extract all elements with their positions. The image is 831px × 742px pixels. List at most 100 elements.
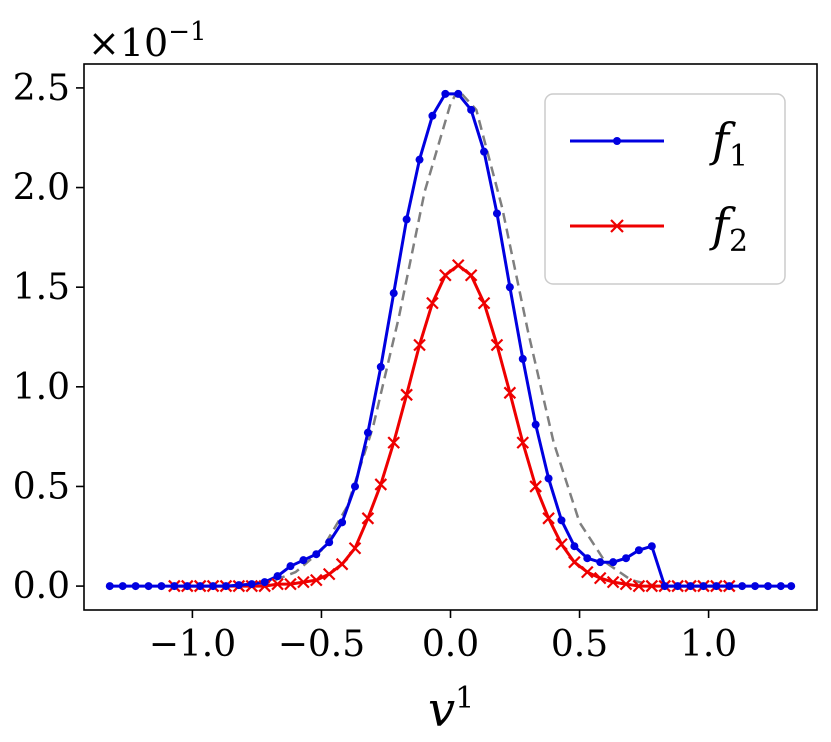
- series-0-point: [363, 428, 372, 437]
- series-0-point: [467, 105, 476, 114]
- series-0-point: [441, 89, 450, 98]
- series-0-point: [428, 111, 437, 120]
- x-tick-label: −0.5: [278, 624, 365, 665]
- series-1-point: [374, 478, 388, 491]
- series-0-point: [480, 147, 489, 156]
- series-0-point: [389, 289, 398, 298]
- series-1-point: [477, 296, 491, 310]
- series-1-point: [348, 541, 362, 555]
- series-1-point: [361, 512, 375, 525]
- series-1-point: [581, 565, 594, 579]
- series-1-point: [490, 338, 504, 352]
- x-tick-label: −1.0: [149, 624, 236, 665]
- series-1-point: [284, 577, 297, 591]
- series-1-point: [516, 436, 530, 449]
- series-0-point: [157, 582, 166, 591]
- series-0-point: [118, 582, 127, 591]
- series-0-point: [286, 562, 295, 571]
- x-axis-label-sup: 1: [455, 681, 474, 716]
- series-1-point: [426, 296, 439, 310]
- series-0-point: [144, 582, 153, 591]
- series-1-point: [593, 571, 607, 585]
- series-0-point: [634, 546, 643, 555]
- series-0-point: [454, 89, 463, 98]
- series-1-point: [335, 557, 349, 571]
- y-tick-label: 1.0: [13, 367, 70, 408]
- scale-factor-exponent: −1: [168, 17, 206, 47]
- series-0-point: [247, 580, 256, 589]
- x-axis: −1.0 −0.5 0.0 0.5 1.0: [149, 610, 737, 665]
- series-0-point: [209, 582, 218, 591]
- series-0-point: [312, 550, 321, 559]
- marker-layer: [105, 89, 796, 593]
- series-0-point: [751, 582, 760, 591]
- series-0-point: [622, 554, 631, 563]
- legend: f1 f2: [544, 93, 786, 285]
- x-tick-label: 1.0: [680, 624, 737, 665]
- series-0-point: [686, 582, 695, 591]
- series-0-point: [505, 283, 514, 292]
- series-0-point: [531, 420, 540, 429]
- series-1-point: [503, 386, 517, 400]
- series-0-point: [570, 542, 579, 551]
- series-0-point: [402, 215, 411, 224]
- x-tick-label: 0.5: [551, 624, 608, 665]
- series-0-point: [299, 556, 308, 565]
- series-0-point: [492, 209, 501, 218]
- series-0-point: [673, 582, 682, 591]
- legend-label-f2: f2: [709, 198, 748, 259]
- legend-box: [544, 93, 786, 285]
- series-1-point: [542, 512, 555, 525]
- y-tick-label: 2.5: [13, 68, 70, 109]
- series-0-point: [518, 354, 527, 363]
- legend-marker-f1: [613, 137, 621, 145]
- series-1-point: [606, 575, 620, 589]
- series-0-point: [170, 582, 179, 591]
- series-1-point: [632, 579, 646, 593]
- series-0-point: [415, 155, 424, 164]
- series-0-point: [105, 582, 114, 591]
- series-0-point: [183, 582, 192, 591]
- series-0-point: [725, 582, 734, 591]
- series-0-point: [787, 582, 796, 591]
- series-1-point: [400, 388, 413, 402]
- series-0-point: [376, 362, 385, 371]
- series-0-point: [351, 482, 360, 491]
- series-1-point: [568, 555, 581, 569]
- series-1-point: [322, 567, 336, 581]
- legend-marker-f2: [610, 219, 624, 233]
- series-0-point: [325, 538, 334, 547]
- scale-factor-base: ×10: [88, 21, 168, 65]
- series-1-point: [451, 258, 465, 272]
- series-0-point: [338, 518, 347, 527]
- y-tick-label: 0.0: [13, 566, 70, 607]
- series-0-point: [196, 582, 205, 591]
- y-tick-label: 2.0: [13, 168, 70, 209]
- series-1-point: [297, 575, 310, 589]
- y-tick-label: 0.5: [13, 466, 70, 507]
- series-0-point: [557, 516, 566, 525]
- series-1-point: [271, 577, 284, 591]
- series-1-point: [310, 573, 323, 587]
- series-1-point: [387, 436, 400, 449]
- series-0-point: [699, 582, 708, 591]
- series-0-point: [596, 558, 605, 567]
- series-0-point: [647, 542, 656, 551]
- series-1-point: [529, 480, 542, 493]
- series-1-point: [619, 577, 633, 591]
- series-line-1: [174, 263, 730, 588]
- series-1-point: [413, 338, 426, 352]
- series-0-point: [273, 572, 282, 581]
- series-0-point: [131, 582, 140, 591]
- series-1-point: [645, 579, 659, 593]
- series-0-point: [583, 554, 592, 563]
- y-axis: 0.0 0.5 1.0 1.5 2.0 2.5: [13, 68, 84, 607]
- series-0-point: [544, 474, 553, 483]
- series-1-point: [439, 268, 452, 282]
- x-tick-label: 0.0: [422, 624, 479, 665]
- series-0-point: [234, 581, 243, 590]
- series-0-point: [660, 582, 669, 591]
- series-0-point: [776, 582, 785, 591]
- series-1-point: [555, 537, 568, 551]
